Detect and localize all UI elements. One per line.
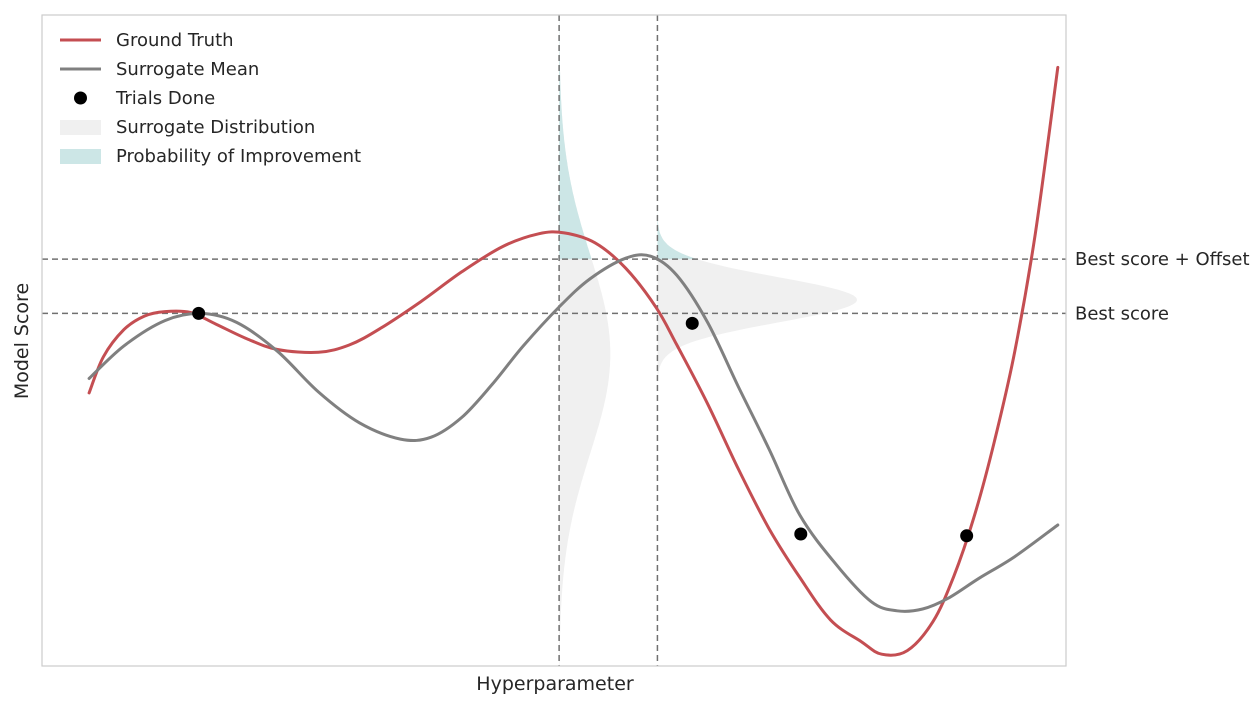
probability-of-improvement-2 — [657, 15, 697, 260]
reference-labels: Best score Best score + Offset — [1075, 249, 1250, 324]
trial-point-4 — [960, 529, 974, 543]
legend-swatch-4 — [60, 120, 101, 135]
hline-label-1: Best score — [1075, 303, 1169, 324]
ground-truth-line — [87, 65, 1060, 657]
legend-swatch-5 — [60, 149, 101, 164]
legend-swatch-3 — [74, 91, 87, 105]
legend-label-2: Surrogate Mean — [116, 59, 259, 80]
hline-label-2: Best score + Offset — [1075, 249, 1250, 270]
legend-label-3: Trials Done — [115, 88, 215, 109]
legend-label-1: Ground Truth — [116, 30, 234, 51]
y-axis-label: Model Score — [11, 283, 33, 399]
trial-point-2 — [685, 316, 699, 330]
series-lines — [87, 65, 1060, 657]
distribution-fills — [559, 15, 857, 666]
trial-points — [192, 306, 974, 543]
trial-point-3 — [794, 527, 808, 541]
surrogate-mean-line — [87, 253, 1060, 613]
legend: Ground Truth Surrogate Mean Trials Done Sur… — [60, 30, 361, 167]
reference-lines — [42, 15, 1066, 666]
legend-label-4: Surrogate Distribution — [116, 117, 315, 138]
plot-frame — [41, 14, 1067, 667]
surrogate-distribution-2 — [657, 15, 857, 666]
x-axis-label: Hyperparameter — [476, 673, 634, 695]
trial-point-1 — [192, 306, 206, 320]
probability-of-improvement-1 — [559, 15, 592, 260]
surrogate-distribution-1 — [559, 15, 611, 666]
legend-label-5: Probability of Improvement — [116, 146, 361, 167]
